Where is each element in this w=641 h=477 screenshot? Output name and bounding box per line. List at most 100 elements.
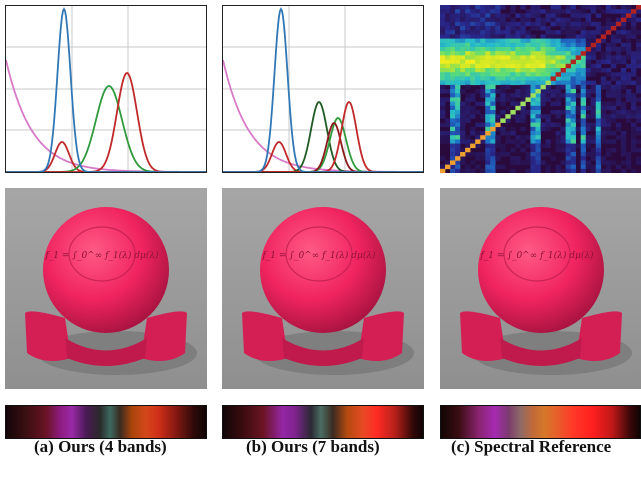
heatmap-cell — [535, 63, 541, 69]
heatmap-cell — [555, 97, 561, 102]
heatmap-cell — [615, 135, 622, 140]
heatmap-cell — [555, 110, 561, 115]
heatmap-cell — [440, 34, 446, 39]
diagonal-cell — [565, 63, 571, 69]
heatmap-cell — [500, 13, 506, 18]
heatmap-cell — [510, 34, 516, 39]
heatmap-cell — [585, 152, 592, 157]
heatmap-cell — [515, 80, 521, 86]
heatmap-cell — [470, 76, 476, 81]
sphere-render: f_1 = ∫_0^∞ f_1(λ) dμ(λ) — [5, 188, 207, 389]
heatmap-cell — [515, 68, 521, 73]
heatmap-cell — [575, 26, 582, 31]
heatmap-cell — [620, 168, 627, 173]
heatmap-cell — [630, 17, 637, 23]
red-small-curve — [6, 141, 206, 172]
heatmap-cell — [545, 89, 551, 94]
heatmap-cell — [490, 147, 496, 153]
heatmap-cell — [440, 72, 446, 77]
heatmap-cell — [450, 76, 456, 81]
heatmap-cell — [625, 97, 632, 102]
heatmap-cells — [440, 5, 641, 173]
heatmap-cell — [515, 26, 521, 31]
heatmap-cell — [580, 156, 587, 161]
heatmap-cell — [580, 147, 587, 153]
heatmap-cell — [575, 72, 582, 77]
heatmap-cell — [455, 51, 461, 56]
heatmap-cell — [510, 47, 516, 52]
heatmap-cell — [550, 17, 556, 23]
heatmap-cell — [525, 55, 531, 60]
heatmap-cell — [565, 59, 571, 65]
heatmap-cell — [550, 38, 556, 44]
basis-curves-4-bands — [6, 6, 206, 172]
heatmap-cell — [545, 84, 551, 90]
heatmap-cell — [565, 17, 571, 23]
heatmap-spectral-reference — [440, 5, 641, 173]
heatmap-cell — [565, 147, 571, 153]
sphere-inset — [68, 226, 136, 282]
heatmap-cell — [555, 68, 561, 73]
heatmap-cell — [580, 55, 587, 60]
heatmap-cell — [565, 89, 571, 94]
heatmap-cell — [480, 122, 486, 128]
heatmap-cell — [600, 105, 607, 111]
heatmap-cell — [605, 164, 612, 170]
heatmap-cell — [555, 42, 561, 48]
heatmap-cell — [620, 139, 627, 144]
diagonal-cell — [555, 72, 561, 77]
heatmap-cell — [535, 59, 541, 65]
heatmap-cell — [620, 72, 627, 77]
heatmap-cell — [605, 26, 612, 31]
heatmap-cell — [505, 76, 511, 81]
heatmap-cell — [495, 97, 501, 102]
heatmap-cell — [490, 38, 496, 44]
heatmap-cell — [505, 152, 511, 157]
heatmap-cell — [460, 63, 466, 69]
heatmap-cell — [535, 126, 541, 132]
heatmap-cell — [505, 55, 511, 60]
heatmap-cell — [505, 139, 511, 144]
heatmap-cell — [635, 131, 641, 136]
heatmap-cell — [600, 51, 607, 56]
heatmap-cell — [565, 34, 571, 39]
heatmap-cell — [605, 101, 612, 107]
heatmap-cell — [480, 131, 486, 136]
heatmap-cell — [580, 97, 587, 102]
heatmap-cell — [500, 131, 506, 136]
heatmap-cell — [445, 59, 451, 65]
heatmap-cell — [500, 143, 506, 149]
heatmap-cell — [555, 84, 561, 90]
heatmap-cell — [610, 59, 617, 65]
heatmap-cell — [455, 93, 461, 98]
heatmap-cell — [485, 59, 491, 65]
heatmap-cell — [455, 118, 461, 123]
heatmap-cell — [525, 68, 531, 73]
heatmap-cell — [630, 72, 637, 77]
heatmap-cell — [570, 63, 576, 69]
heatmap-cell — [475, 72, 481, 77]
heatmap-cell — [450, 118, 456, 123]
heatmap-cell — [545, 76, 551, 81]
heatmap-cell — [455, 26, 461, 31]
heatmap-cell — [485, 34, 491, 39]
heatmap-cell — [475, 34, 481, 39]
heatmap-cell — [575, 38, 582, 44]
pink-curve — [6, 59, 206, 172]
heatmap-cell — [445, 21, 451, 27]
heatmap-cell — [515, 13, 521, 18]
heatmap-cell — [615, 51, 622, 56]
heatmap-cell — [595, 63, 602, 69]
heatmap-cell — [440, 38, 446, 44]
heatmap-cell — [590, 47, 597, 52]
heatmap-cell — [485, 17, 491, 23]
heatmap-cell — [620, 105, 627, 111]
heatmap-cell — [455, 13, 461, 18]
heatmap-cell — [520, 26, 526, 31]
heatmap-cell — [560, 47, 566, 52]
heatmap-cell — [450, 9, 456, 14]
heatmap-cell — [510, 160, 516, 165]
heatmap-cell — [510, 76, 516, 81]
heatmap-cell — [450, 55, 456, 60]
heatmap-cell — [460, 59, 466, 65]
